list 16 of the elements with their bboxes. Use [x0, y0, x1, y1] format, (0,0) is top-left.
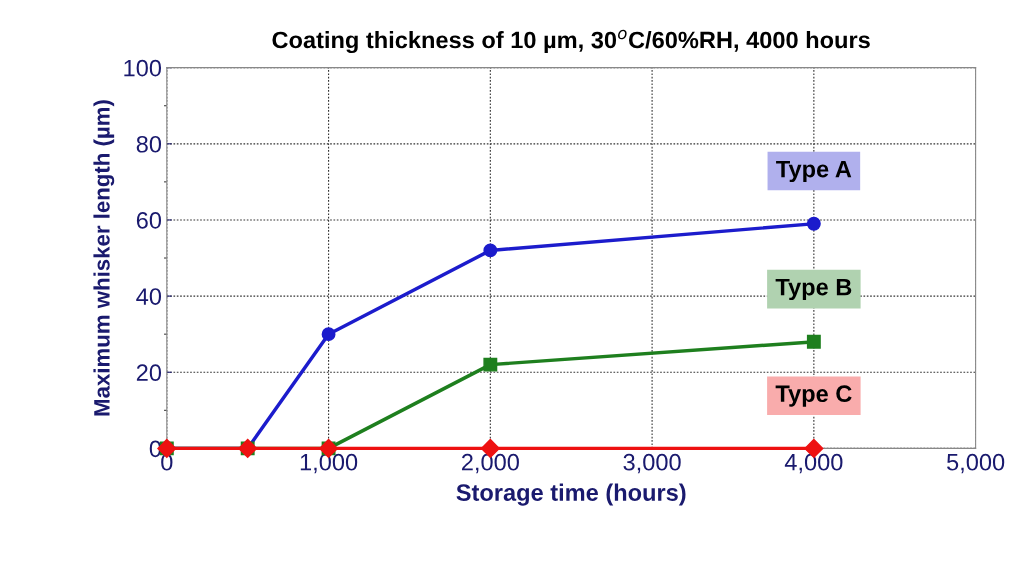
y-tick-label: 100 [124, 59, 162, 77]
y-tick-label: 40 [136, 288, 162, 305]
x-tick-label: 5,000 [947, 453, 1005, 474]
x-tick-label: 3,000 [623, 453, 681, 474]
x-tick-label: 2,000 [461, 453, 519, 474]
y-tick-label: 20 [136, 364, 162, 382]
y-axis-title: Maximum whisker length (µm) [93, 100, 115, 416]
y-tick-label: 60 [136, 212, 162, 229]
chart-title: Coating thickness of 10 µm, 30$^{o}$C/60%RH, 4000 hours [272, 29, 870, 54]
x-tick-label: 4,000 [784, 453, 843, 474]
series-label: Type C [775, 385, 852, 407]
x-axis-title: Storage time (hours) [456, 483, 686, 506]
y-tick-label: 80 [136, 135, 162, 153]
series-label: Type A [776, 160, 852, 183]
x-tick-label: 1,000 [300, 453, 358, 474]
series-label: Type B [775, 278, 852, 301]
